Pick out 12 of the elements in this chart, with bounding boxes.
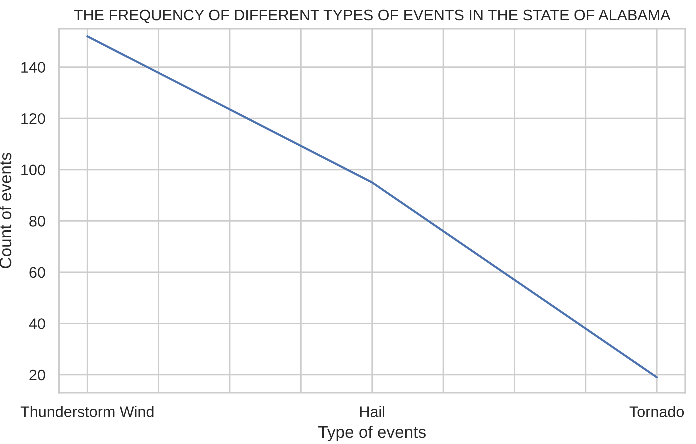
y-tick-label: 40 <box>29 318 46 330</box>
y-tick-label: 60 <box>30 267 46 278</box>
y-tick-label: 100 <box>22 164 46 176</box>
x-axis-title: Type of events <box>318 426 426 442</box>
y-tick-label: 120 <box>22 113 46 124</box>
y-tick-label: 20 <box>30 370 46 381</box>
x-tick-label: Tornado <box>630 406 684 418</box>
x-tick-label: Thunderstorm Wind <box>20 406 154 418</box>
y-tick-label: 80 <box>30 216 46 227</box>
y-tick-label: 140 <box>22 62 46 74</box>
x-tick-label: Hail <box>360 406 384 418</box>
chart-title: THE FREQUENCY OF DIFFERENT TYPES OF EVENTS IN THE STATE OF ALABAMA <box>74 10 671 24</box>
